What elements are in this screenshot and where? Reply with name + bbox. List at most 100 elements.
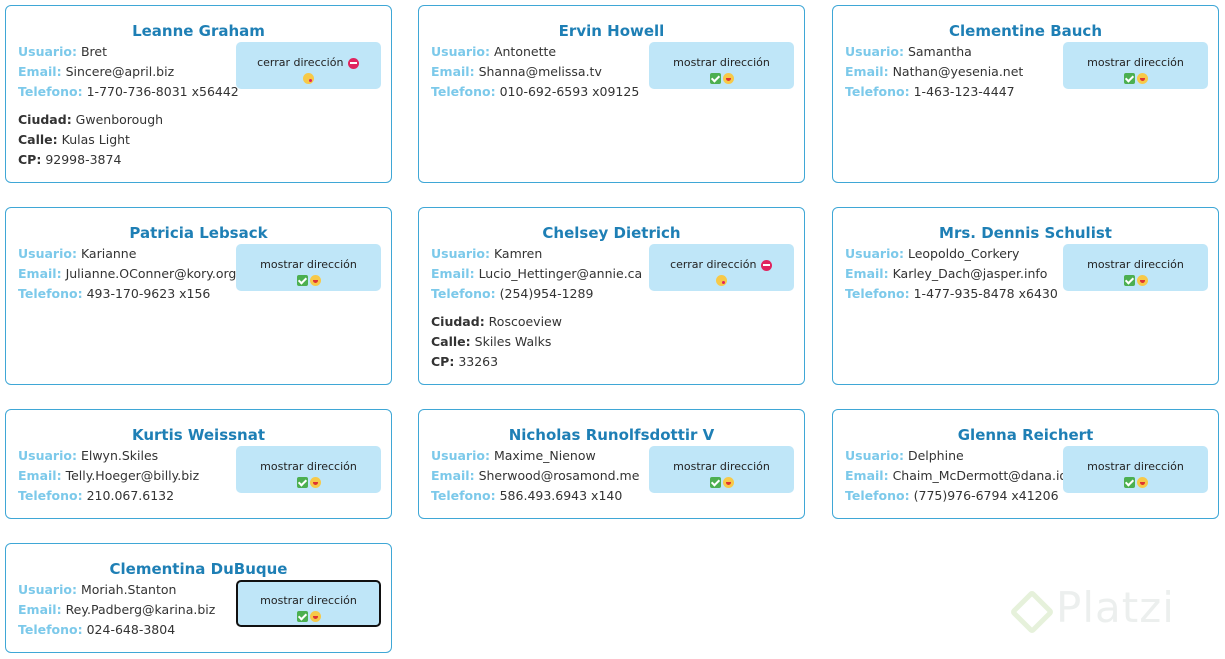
button-label: cerrar dirección <box>257 56 344 69</box>
street-field: Calle: Kulas Light <box>18 132 130 148</box>
button-icons <box>238 610 379 622</box>
hide-address-button[interactable]: cerrar dirección <box>649 244 794 291</box>
phone-field-value: 210.067.6132 <box>86 488 175 503</box>
check-mark-icon <box>709 476 721 488</box>
email-field-value: Nathan@yesenia.net <box>892 64 1024 79</box>
no-entry-icon <box>347 57 359 69</box>
phone-field: Telefono: 1-463-123-4447 <box>845 84 1015 100</box>
user-card: Clementina DuBuque Usuario: Moriah.Stanto… <box>5 543 392 653</box>
show-address-button[interactable]: mostrar dirección <box>236 446 381 493</box>
button-label: cerrar dirección <box>670 258 757 271</box>
check-mark-icon <box>296 274 308 286</box>
tongue-face-icon <box>722 72 734 84</box>
button-label: mostrar dirección <box>1087 460 1184 473</box>
phone-field: Telefono: 024-648-3804 <box>18 622 175 638</box>
show-address-button[interactable]: mostrar dirección <box>236 244 381 291</box>
phone-field-value: (775)976-6794 x41206 <box>913 488 1059 503</box>
button-label-row: cerrar dirección <box>649 258 794 271</box>
username-field-value: Bret <box>80 44 107 59</box>
email-field-label: Email: <box>431 468 475 483</box>
zip-field-label: CP: <box>431 354 455 369</box>
user-card: Clementine Bauch Usuario: Samantha Email: … <box>832 5 1219 183</box>
email-field-label: Email: <box>845 468 889 483</box>
phone-field: Telefono: 210.067.6132 <box>18 488 174 504</box>
button-icons <box>1063 274 1208 286</box>
email-field: Email: Chaim_McDermott@dana.io <box>845 468 1067 484</box>
city-field-label: Ciudad: <box>18 112 72 127</box>
email-field-label: Email: <box>18 266 62 281</box>
user-name: Leanne Graham <box>132 22 265 40</box>
watermark-text: Platzi <box>1056 583 1175 632</box>
email-field-value: Lucio_Hettinger@annie.ca <box>478 266 643 281</box>
button-icons <box>236 274 381 286</box>
show-address-button[interactable]: mostrar dirección <box>236 580 381 627</box>
button-icons <box>1063 72 1208 84</box>
show-address-button[interactable]: mostrar dirección <box>1063 244 1208 291</box>
email-field-value: Sincere@april.biz <box>65 64 175 79</box>
button-icons <box>1063 476 1208 488</box>
check-mark-icon <box>296 476 308 488</box>
button-label: mostrar dirección <box>1087 258 1184 271</box>
email-field-label: Email: <box>18 468 62 483</box>
username-field: Usuario: Karianne <box>18 246 136 262</box>
username-field-label: Usuario: <box>18 44 77 59</box>
username-field-value: Delphine <box>907 448 964 463</box>
phone-field-label: Telefono: <box>431 286 496 301</box>
username-field: Usuario: Delphine <box>845 448 964 464</box>
phone-field-value: 1-463-123-4447 <box>913 84 1015 99</box>
show-address-button[interactable]: mostrar dirección <box>649 42 794 89</box>
phone-field-value: 586.493.6943 x140 <box>499 488 623 503</box>
phone-field-value: 010-692-6593 x09125 <box>499 84 640 99</box>
show-address-button[interactable]: mostrar dirección <box>1063 42 1208 89</box>
street-field: Calle: Skiles Walks <box>431 334 551 350</box>
phone-field-value: 493-170-9623 x156 <box>86 286 211 301</box>
email-field-label: Email: <box>18 602 62 617</box>
email-field: Email: Lucio_Hettinger@annie.ca <box>431 266 642 282</box>
phone-field-label: Telefono: <box>18 84 83 99</box>
tongue-face-icon <box>309 274 321 286</box>
user-name: Clementine Bauch <box>949 22 1102 40</box>
email-field: Email: Sincere@april.biz <box>18 64 174 80</box>
phone-field-value: 1-477-935-8478 x6430 <box>913 286 1058 301</box>
user-name: Mrs. Dennis Schulist <box>939 224 1112 242</box>
button-label: mostrar dirección <box>673 460 770 473</box>
email-field: Email: Karley_Dach@jasper.info <box>845 266 1047 282</box>
username-field-label: Usuario: <box>431 246 490 261</box>
username-field: Usuario: Moriah.Stanton <box>18 582 176 598</box>
street-field-label: Calle: <box>18 132 58 147</box>
street-field-value: Kulas Light <box>61 132 130 147</box>
phone-field: Telefono: 493-170-9623 x156 <box>18 286 210 302</box>
show-address-button[interactable]: mostrar dirección <box>649 446 794 493</box>
user-card: Chelsey Dietrich Usuario: Kamren Email: Lu… <box>418 207 805 385</box>
button-label: mostrar dirección <box>260 460 357 473</box>
tongue-face-icon <box>309 610 321 622</box>
user-card: Ervin Howell Usuario: Antonette Email: Sha… <box>418 5 805 183</box>
button-label: mostrar dirección <box>1087 56 1184 69</box>
user-card: Glenna Reichert Usuario: Delphine Email: C… <box>832 409 1219 519</box>
email-field-value: Shanna@melissa.tv <box>478 64 602 79</box>
button-icons <box>649 72 794 84</box>
tongue-face-icon <box>1136 476 1148 488</box>
email-field-value: Chaim_McDermott@dana.io <box>892 468 1068 483</box>
city-field-label: Ciudad: <box>431 314 485 329</box>
phone-field: Telefono: (254)954-1289 <box>431 286 593 302</box>
user-name: Chelsey Dietrich <box>542 224 681 242</box>
phone-field: Telefono: 586.493.6943 x140 <box>431 488 622 504</box>
phone-field: Telefono: 1-477-935-8478 x6430 <box>845 286 1058 302</box>
username-field-label: Usuario: <box>431 44 490 59</box>
email-field-label: Email: <box>845 266 889 281</box>
street-field-label: Calle: <box>431 334 471 349</box>
show-address-button[interactable]: mostrar dirección <box>1063 446 1208 493</box>
hide-address-button[interactable]: cerrar dirección <box>236 42 381 89</box>
email-field-value: Julianne.OConner@kory.org <box>65 266 237 281</box>
username-field-label: Usuario: <box>18 246 77 261</box>
user-name: Glenna Reichert <box>957 426 1094 444</box>
user-name: Kurtis Weissnat <box>131 426 266 444</box>
email-field: Email: Sherwood@rosamond.me <box>431 468 639 484</box>
email-field-value: Sherwood@rosamond.me <box>478 468 640 483</box>
check-mark-icon <box>1123 274 1135 286</box>
button-icons <box>236 72 381 84</box>
check-mark-icon <box>296 610 308 622</box>
phone-field-label: Telefono: <box>431 84 496 99</box>
username-field: Usuario: Antonette <box>431 44 556 60</box>
